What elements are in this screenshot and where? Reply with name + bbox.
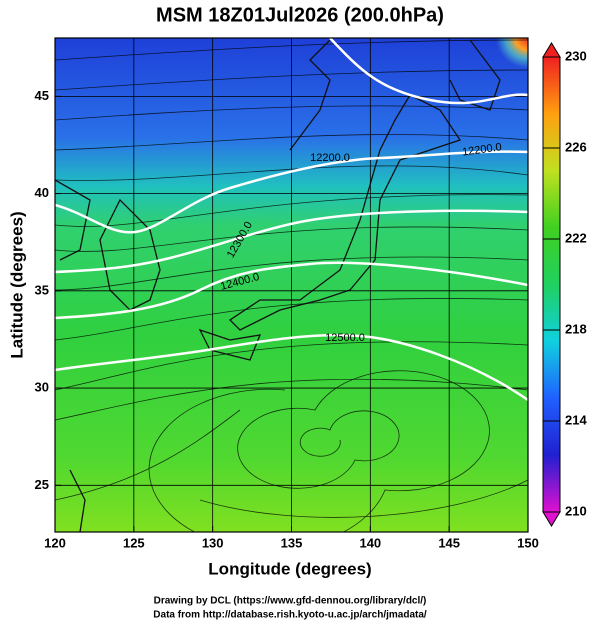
credit: Drawing by DCL (https://www.gfd-dennou.o… bbox=[154, 596, 427, 607]
x-tick-label: 140 bbox=[359, 535, 381, 550]
y-axis-label: Latitude (degrees) bbox=[7, 211, 26, 358]
colorbar-tick-label: 230 bbox=[565, 48, 587, 63]
x-tick-label: 125 bbox=[123, 535, 145, 550]
contour-line bbox=[55, 209, 528, 274]
colorbar bbox=[542, 56, 561, 513]
streamlines bbox=[55, 39, 528, 532]
contour-line bbox=[329, 38, 528, 105]
contour-line bbox=[55, 150, 528, 234]
y-tick-label: 25 bbox=[35, 477, 49, 492]
x-tick-label: 150 bbox=[517, 535, 539, 550]
grid bbox=[55, 38, 528, 532]
coastline bbox=[55, 39, 501, 532]
colorbar-tick-label: 222 bbox=[565, 230, 587, 245]
contour-line bbox=[55, 333, 528, 402]
contour-label: 12200.0 bbox=[310, 152, 350, 164]
x-tick-label: 120 bbox=[44, 535, 66, 550]
colorbar-tick-label: 218 bbox=[565, 321, 587, 336]
y-tick-label: 45 bbox=[35, 88, 49, 103]
contour-label: 12200.0 bbox=[461, 141, 502, 158]
colorbar-tick-label: 214 bbox=[565, 412, 587, 427]
x-tick-label: 135 bbox=[281, 535, 303, 550]
y-tick-label: 30 bbox=[35, 380, 49, 395]
colorbar-extend bbox=[542, 511, 561, 527]
x-tick-label: 145 bbox=[438, 535, 460, 550]
contour-label: 12500.0 bbox=[325, 332, 365, 344]
x-tick-label: 130 bbox=[202, 535, 224, 550]
colorbar-tick-label: 210 bbox=[565, 503, 587, 518]
y-tick-label: 40 bbox=[35, 185, 49, 200]
contour-line bbox=[55, 261, 528, 320]
y-tick-label: 35 bbox=[35, 282, 49, 297]
colorbar-tick-label: 226 bbox=[565, 139, 587, 154]
title: MSM 18Z01Jul2026 (200.0hPa) bbox=[156, 4, 444, 26]
credit: Data from http://database.rish.kyoto-u.a… bbox=[153, 610, 427, 621]
colorbar-extend bbox=[542, 42, 561, 58]
x-axis-label: Longitude (degrees) bbox=[208, 559, 371, 578]
